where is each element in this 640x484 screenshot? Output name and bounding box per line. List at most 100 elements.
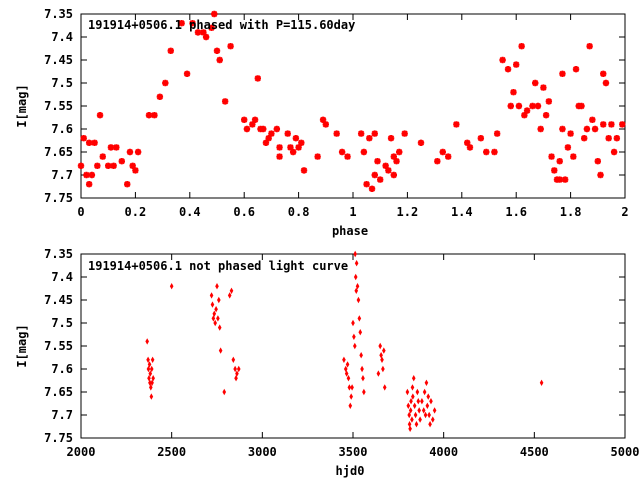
- data-point: [169, 283, 174, 290]
- phased-y-tick-label: 7.4: [51, 30, 73, 44]
- data-point: [361, 375, 365, 382]
- data-point: [357, 130, 365, 137]
- data-point: [602, 79, 610, 87]
- phased-chart-title: 191914+0506.1 phased with P=115.60day: [88, 18, 355, 32]
- data-point: [249, 121, 256, 128]
- data-point: [354, 287, 359, 294]
- data-point: [407, 421, 412, 428]
- data-point: [145, 338, 149, 345]
- data-point: [523, 107, 531, 114]
- data-point: [401, 130, 408, 137]
- data-point: [355, 283, 360, 290]
- data-point: [376, 370, 381, 377]
- data-point: [363, 181, 370, 188]
- data-point: [411, 393, 415, 400]
- data-point: [214, 306, 218, 313]
- data-point: [413, 411, 418, 419]
- data-point: [393, 158, 400, 165]
- data-point: [417, 139, 425, 146]
- data-point: [178, 20, 185, 27]
- data-point: [147, 361, 152, 368]
- data-point: [412, 402, 417, 409]
- data-point: [344, 153, 351, 160]
- data-point: [368, 185, 376, 192]
- data-point: [231, 356, 236, 363]
- data-point: [183, 70, 191, 77]
- data-point: [99, 153, 106, 160]
- data-point: [390, 171, 397, 179]
- data-point: [273, 125, 281, 133]
- data-point: [200, 29, 207, 36]
- data-point: [213, 319, 217, 327]
- data-point: [428, 421, 432, 428]
- data-point: [229, 287, 234, 294]
- data-point: [426, 393, 431, 400]
- phased-x-axis-label: phase: [332, 224, 368, 238]
- data-point: [91, 139, 98, 146]
- data-point: [150, 379, 154, 386]
- data-point: [381, 365, 385, 373]
- data-point: [126, 148, 134, 156]
- data-point: [338, 148, 346, 156]
- data-point: [499, 56, 506, 64]
- data-point: [215, 283, 219, 290]
- data-point: [132, 167, 139, 174]
- data-point: [243, 125, 251, 133]
- data-point: [586, 43, 593, 50]
- unphased-y-tick-label: 7.35: [44, 247, 73, 261]
- data-point: [262, 139, 270, 146]
- phased-y-tick-label: 7.65: [44, 145, 73, 159]
- unphased-x-tick-label: 4000: [429, 445, 458, 459]
- unphased-y-tick-label: 7.45: [44, 293, 73, 307]
- data-point: [539, 379, 544, 386]
- data-point: [515, 102, 523, 110]
- data-point: [216, 315, 220, 322]
- data-point: [319, 116, 327, 123]
- unphased-x-tick-label: 3000: [248, 445, 277, 459]
- unphased-x-tick-label: 2500: [157, 445, 186, 459]
- data-point: [333, 130, 340, 137]
- data-point: [353, 250, 357, 258]
- data-point: [124, 181, 131, 188]
- unphased-y-tick-label: 7.4: [51, 270, 73, 284]
- data-point: [148, 370, 153, 377]
- unphased-x-axis-label: hjd0: [336, 464, 365, 478]
- data-point: [422, 388, 427, 396]
- unphased-y-tick-label: 7.55: [44, 339, 73, 353]
- data-point: [359, 352, 363, 359]
- data-point: [276, 144, 283, 151]
- data-point: [366, 135, 373, 142]
- data-point: [211, 10, 218, 18]
- data-point: [561, 176, 569, 183]
- data-point: [387, 135, 395, 142]
- data-point: [559, 70, 566, 77]
- data-point: [208, 24, 215, 31]
- data-point: [105, 162, 112, 169]
- data-point: [156, 93, 164, 100]
- data-point: [212, 310, 217, 317]
- data-point: [167, 47, 174, 54]
- data-point: [348, 402, 353, 409]
- data-point: [427, 411, 431, 419]
- data-point: [110, 162, 117, 169]
- data-point: [189, 20, 196, 27]
- unphased-x-tick-label: 3500: [339, 445, 368, 459]
- data-point: [551, 167, 558, 174]
- data-point: [362, 388, 366, 396]
- data-point: [358, 329, 363, 336]
- data-point: [605, 135, 612, 142]
- data-point: [151, 375, 155, 382]
- data-point: [227, 292, 232, 299]
- unphased-x-tick-label: 5000: [611, 445, 640, 459]
- data-point: [353, 273, 358, 281]
- data-point: [430, 416, 435, 423]
- data-point: [295, 144, 302, 151]
- data-point: [378, 342, 382, 350]
- data-point: [350, 384, 354, 391]
- data-point: [504, 66, 512, 73]
- data-point: [300, 167, 308, 174]
- data-point: [149, 365, 154, 373]
- data-point: [483, 148, 490, 156]
- phased-x-tick-label: 0.4: [179, 205, 201, 219]
- data-point: [347, 384, 352, 391]
